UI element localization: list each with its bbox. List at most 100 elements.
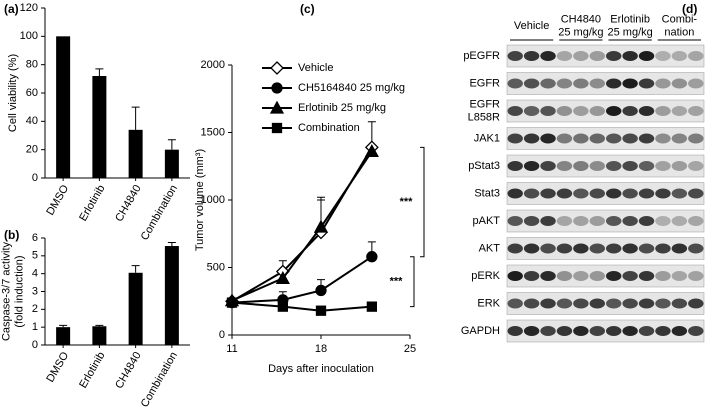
- blot-band: [638, 188, 655, 199]
- y-tick-label: 0: [219, 329, 225, 341]
- bar: [92, 76, 107, 178]
- panel-label: (a): [4, 2, 19, 16]
- marker: [313, 219, 329, 233]
- blot-strip: [506, 292, 705, 315]
- bar: [164, 246, 179, 345]
- error-bar: [131, 265, 140, 273]
- blot-band: [688, 78, 704, 89]
- marker: [277, 301, 289, 312]
- blot-band: [556, 326, 573, 336]
- blot-band: [556, 271, 573, 281]
- blot-band: [523, 271, 540, 281]
- blot-band: [655, 298, 671, 309]
- blot-band: [556, 106, 573, 116]
- blot-band: [638, 106, 655, 116]
- blot-band: [523, 243, 540, 254]
- row-label: Stat3: [474, 187, 500, 199]
- blot-band: [507, 106, 523, 116]
- blot-band: [606, 188, 622, 199]
- blot-band: [523, 326, 540, 336]
- blot-strip: [506, 154, 705, 178]
- blot-strip: [506, 237, 705, 260]
- blot-band: [622, 326, 638, 336]
- blot-band: [671, 161, 688, 171]
- x-tick-label: CH4840: [113, 350, 144, 391]
- error-bar: [95, 324, 104, 327]
- marker: [269, 100, 285, 114]
- x-tick-label: 25: [404, 343, 416, 355]
- blot-band: [688, 51, 704, 61]
- blot-band: [622, 271, 638, 281]
- blot-band: [655, 243, 671, 254]
- blot-band: [523, 78, 540, 89]
- blot-band: [622, 161, 638, 171]
- x-tick-label: Erlotinib: [77, 350, 107, 390]
- blot-band: [655, 51, 671, 61]
- marker: [275, 270, 290, 284]
- blot-band: [671, 243, 688, 254]
- blot-band: [655, 271, 671, 281]
- row-label: L858R: [468, 111, 500, 123]
- blot-band: [655, 326, 671, 336]
- blot-band: [622, 51, 638, 61]
- blot-band: [671, 188, 688, 199]
- row-label: pStat3: [468, 160, 500, 172]
- blot-strip: [506, 319, 705, 343]
- blot-band: [540, 243, 556, 254]
- x-tick-label: 11: [226, 343, 237, 355]
- blot-band: [540, 271, 556, 281]
- blot-band: [540, 51, 556, 61]
- blot-band: [556, 188, 573, 199]
- blot-band: [622, 78, 638, 89]
- blot-band: [523, 216, 540, 226]
- blot-band: [507, 161, 523, 171]
- y-tick-label: 80: [26, 59, 38, 71]
- blot-band: [638, 271, 655, 281]
- marker: [271, 122, 283, 134]
- blot-band: [573, 216, 589, 226]
- blot-band: [540, 216, 556, 226]
- blot-band: [638, 298, 655, 309]
- blot-band: [507, 51, 523, 61]
- blot-band: [556, 216, 573, 226]
- y-tick-label: 2: [32, 303, 38, 315]
- y-tick-label: 5: [32, 250, 38, 262]
- blot-band: [589, 188, 606, 199]
- blot-band: [606, 271, 622, 281]
- bar: [128, 129, 143, 178]
- blot-band: [688, 216, 704, 226]
- row-label: ERK: [477, 297, 500, 309]
- blot-band: [507, 188, 523, 199]
- blot-band: [556, 298, 573, 309]
- blot-band: [540, 298, 556, 309]
- blot-band: [638, 78, 655, 89]
- blot-band: [540, 188, 556, 199]
- group-label: Vehicle: [514, 20, 549, 32]
- marker: [271, 82, 283, 94]
- series-line: [231, 146, 373, 303]
- blot-strip: [506, 72, 705, 95]
- blot-band: [671, 326, 688, 336]
- blot-band: [523, 51, 540, 61]
- y-tick-label: 20: [26, 144, 38, 156]
- blot-band: [573, 271, 589, 281]
- blot-band: [573, 243, 589, 254]
- error-bar: [167, 241, 176, 247]
- x-tick-label: Erlotinib: [77, 183, 107, 223]
- blot-band: [556, 133, 573, 144]
- error-bar: [167, 139, 176, 150]
- group-label: 25 mg/kg: [558, 26, 603, 38]
- blot-band: [589, 326, 606, 336]
- bracket: [410, 256, 415, 308]
- row-label: AKT: [479, 242, 501, 254]
- blot-band: [688, 133, 704, 144]
- group-label: 25 mg/kg: [608, 26, 653, 38]
- blot-strip: [506, 264, 705, 288]
- blot-band: [540, 106, 556, 116]
- marker: [270, 61, 284, 75]
- blot-band: [688, 298, 704, 309]
- y-label-line: Caspase-3/7 activity: [0, 241, 12, 341]
- group-label: Erlotinib: [610, 13, 650, 25]
- blot-band: [523, 188, 540, 199]
- blot-band: [622, 133, 638, 144]
